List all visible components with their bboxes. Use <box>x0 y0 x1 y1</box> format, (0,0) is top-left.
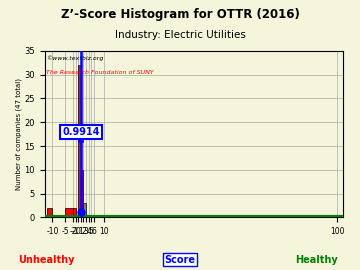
Text: Healthy: Healthy <box>296 255 338 265</box>
Y-axis label: Number of companies (47 total): Number of companies (47 total) <box>15 78 22 190</box>
Bar <box>66 208 73 217</box>
Bar <box>47 208 53 217</box>
Bar <box>78 65 81 217</box>
Text: Score: Score <box>165 255 195 265</box>
Bar <box>81 170 84 217</box>
Text: Industry: Electric Utilities: Industry: Electric Utilities <box>114 30 246 40</box>
Text: The Research Foundation of SUNY: The Research Foundation of SUNY <box>46 70 154 75</box>
Text: 0.9914: 0.9914 <box>62 127 100 137</box>
Bar <box>84 203 86 217</box>
Bar <box>73 208 76 217</box>
Text: ©www.textbiz.org: ©www.textbiz.org <box>46 56 103 61</box>
Text: Z’-Score Histogram for OTTR (2016): Z’-Score Histogram for OTTR (2016) <box>60 8 300 21</box>
Text: Unhealthy: Unhealthy <box>19 255 75 265</box>
